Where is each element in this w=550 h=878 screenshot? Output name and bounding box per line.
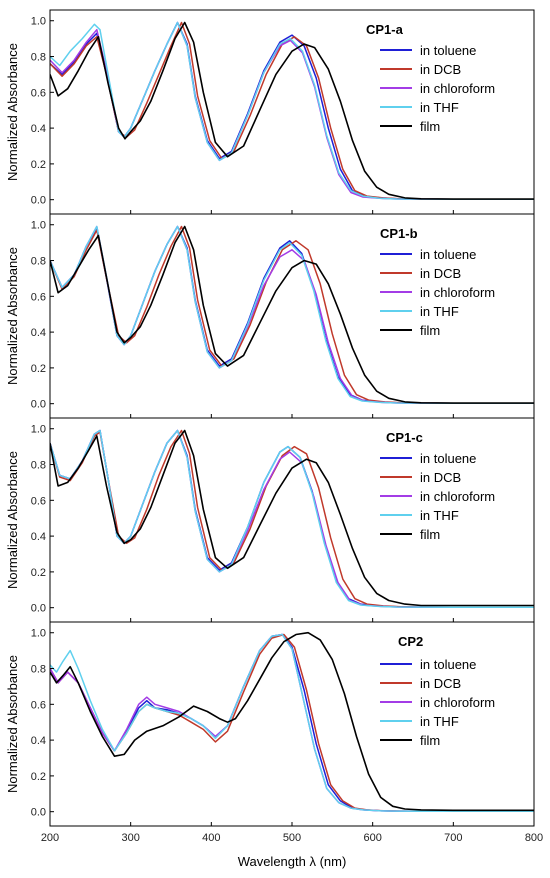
y-tick-label: 0.2 <box>31 567 46 579</box>
legend-label: in chloroform <box>420 285 495 300</box>
y-tick-label: 0.8 <box>31 460 46 472</box>
series-line-in-thf <box>50 633 534 813</box>
legend-label: film <box>420 119 440 134</box>
legend-label: in toluene <box>420 43 476 58</box>
legend-label: in chloroform <box>420 489 495 504</box>
y-tick-label: 0.4 <box>31 735 46 747</box>
legend-label: in THF <box>420 714 459 729</box>
y-tick-label: 0.4 <box>31 531 46 543</box>
y-axis-title: Normalized Absorbance <box>5 655 20 793</box>
series-line-film <box>50 225 534 404</box>
y-tick-label: 0.6 <box>31 495 46 507</box>
x-tick-label: 400 <box>202 832 220 844</box>
panel-title: CP2 <box>398 634 423 649</box>
y-tick-label: 1.0 <box>31 628 46 640</box>
legend-label: in DCB <box>420 62 461 77</box>
y-tick-label: 0.8 <box>31 664 46 676</box>
y-tick-label: 0.0 <box>31 603 46 615</box>
y-tick-label: 0.6 <box>31 699 46 711</box>
panel-frame <box>49 621 535 827</box>
legend-label: film <box>420 733 440 748</box>
panel-title: CP1-c <box>386 430 423 445</box>
series-line-in-thf <box>50 21 534 201</box>
x-tick-label: 500 <box>283 832 301 844</box>
series-line-film <box>50 429 534 607</box>
legend-label: in THF <box>420 508 459 523</box>
y-axis-title: Normalized Absorbance <box>5 247 20 385</box>
legend-label: in toluene <box>420 451 476 466</box>
legend-label: in DCB <box>420 266 461 281</box>
legend-label: film <box>420 323 440 338</box>
y-tick-label: 0.2 <box>31 159 46 171</box>
legend-label: in toluene <box>420 247 476 262</box>
y-tick-label: 0.0 <box>31 195 46 207</box>
legend-label: in chloroform <box>420 695 495 710</box>
y-axis-title: Normalized Absorbance <box>5 43 20 181</box>
x-tick-label: 800 <box>525 832 543 844</box>
y-tick-label: 0.2 <box>31 363 46 375</box>
panel-title: CP1-b <box>380 226 418 241</box>
x-tick-label: 700 <box>444 832 462 844</box>
y-tick-label: 1.0 <box>31 220 46 232</box>
series-line-film <box>50 21 534 200</box>
legend-label: film <box>420 527 440 542</box>
legend-label: in THF <box>420 100 459 115</box>
legend-label: in THF <box>420 304 459 319</box>
x-axis-title: Wavelength λ (nm) <box>238 854 347 869</box>
series-line-in-thf <box>50 429 534 609</box>
y-axis-title: Normalized Absorbance <box>5 451 20 589</box>
y-tick-label: 1.0 <box>31 16 46 28</box>
panel-title: CP1-a <box>366 22 404 37</box>
y-tick-label: 0.0 <box>31 399 46 411</box>
y-tick-label: 0.4 <box>31 123 46 135</box>
y-tick-label: 0.8 <box>31 256 46 268</box>
legend-label: in DCB <box>420 676 461 691</box>
y-tick-label: 1.0 <box>31 424 46 436</box>
x-tick-label: 300 <box>121 832 139 844</box>
series-line-film <box>50 631 534 812</box>
y-tick-label: 0.2 <box>31 771 46 783</box>
y-tick-label: 0.8 <box>31 52 46 64</box>
y-tick-label: 0.0 <box>31 807 46 819</box>
legend-label: in chloroform <box>420 81 495 96</box>
y-tick-label: 0.6 <box>31 291 46 303</box>
x-tick-label: 200 <box>41 832 59 844</box>
legend-label: in DCB <box>420 470 461 485</box>
legend-label: in toluene <box>420 657 476 672</box>
y-tick-label: 0.6 <box>31 87 46 99</box>
y-tick-label: 0.4 <box>31 327 46 339</box>
x-tick-label: 600 <box>363 832 381 844</box>
